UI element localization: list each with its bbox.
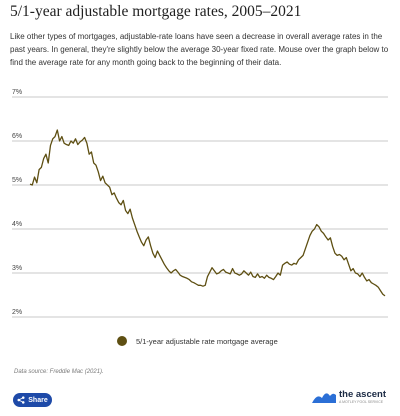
y-tick-label: 6% — [12, 133, 22, 140]
y-tick-label: 4% — [12, 221, 22, 228]
y-tick-label: 5% — [12, 177, 22, 184]
brand-subtitle: A MOTLEY FOOL SERVICE — [339, 399, 384, 404]
series-line[interactable] — [29, 129, 386, 297]
share-icon — [17, 396, 25, 404]
share-label: Share — [28, 396, 48, 404]
y-tick-label: 7% — [12, 89, 22, 96]
brand-logo[interactable]: the ascent A MOTLEY FOOL SERVICE — [312, 389, 386, 405]
legend-label: 5/1-year adjustable rate mortgage averag… — [136, 336, 278, 346]
line-chart[interactable]: 7% 6% 5% 4% 3% 2% — [0, 0, 400, 330]
intro-paragraph: Like other types of mortgages, adjustabl… — [10, 32, 389, 67]
legend-marker — [117, 336, 127, 346]
chart-legend[interactable]: 5/1-year adjustable rate mortgage averag… — [117, 336, 278, 346]
share-button[interactable]: Share — [13, 393, 52, 407]
data-source-note: Data source: Freddie Mac (2021). — [14, 369, 104, 375]
y-tick-label: 2% — [12, 309, 22, 316]
page-title: 5/1-year adjustable mortgage rates, 2005… — [10, 3, 302, 20]
ascent-logo-icon — [312, 393, 336, 403]
brand-name: the ascent — [339, 388, 386, 400]
y-tick-label: 3% — [12, 265, 22, 272]
